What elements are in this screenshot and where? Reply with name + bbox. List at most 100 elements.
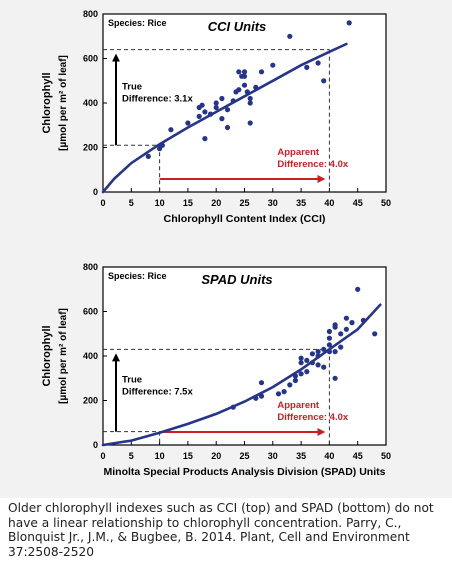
data-point: [275, 391, 282, 397]
data-point: [346, 20, 352, 26]
data-point: [338, 344, 344, 350]
x-tick-label: 30: [268, 198, 278, 208]
data-point: [270, 62, 276, 68]
data-point: [196, 113, 202, 119]
data-point: [304, 369, 310, 375]
data-point: [247, 100, 253, 106]
y-tick-label: 0: [93, 440, 98, 450]
data-point: [159, 142, 165, 148]
data-point: [241, 69, 248, 75]
y-axis-label-line2: [µmol per m² of leaf]: [58, 308, 69, 404]
apparent-difference-label: Apparent: [277, 147, 320, 158]
data-point: [360, 317, 366, 323]
data-point: [202, 109, 208, 115]
data-point: [304, 357, 310, 363]
data-point: [236, 87, 242, 93]
y-tick-label: 600: [83, 54, 98, 64]
data-point: [304, 64, 310, 70]
x-tick-label: 20: [211, 451, 221, 461]
x-tick-label: 50: [381, 198, 391, 208]
y-tick-label: 600: [83, 307, 98, 317]
x-axis-label: Chlorophyll Content Index (CCI): [164, 213, 326, 225]
data-point: [253, 84, 259, 90]
data-point: [315, 349, 321, 355]
data-point: [326, 342, 332, 348]
x-tick-label: 50: [381, 451, 391, 461]
data-point: [213, 104, 219, 111]
apparent-difference-value: Difference: 4.0x: [277, 412, 348, 423]
data-point: [230, 98, 236, 104]
x-tick-label: 30: [268, 451, 278, 461]
apparent-difference-label: Apparent: [277, 400, 320, 411]
data-point: [338, 331, 344, 337]
data-point: [247, 95, 253, 102]
data-point: [241, 73, 248, 79]
apparent-difference-value: Difference: 4.0x: [277, 159, 348, 170]
data-point: [244, 89, 250, 95]
data-point: [343, 315, 349, 321]
chart-cci: 0 5 10 15 20 25 30 35 40 45 50 0 200 400 600 800 Chlorop…: [41, 9, 391, 225]
data-point: [332, 322, 338, 328]
x-tick-label: 10: [155, 451, 165, 461]
data-point: [321, 78, 327, 84]
plot-area: [102, 13, 387, 193]
true-difference-label: True: [122, 81, 142, 92]
x-tick-label: 5: [129, 198, 134, 208]
data-point: [309, 360, 315, 366]
data-point: [355, 286, 361, 292]
x-axis-label: Minolta Special Products Analysis Divisi…: [104, 466, 386, 478]
y-tick-label: 200: [83, 143, 98, 153]
data-point: [349, 320, 355, 326]
data-point: [326, 335, 332, 341]
data-point: [315, 353, 321, 359]
x-tick-label: 15: [183, 198, 193, 208]
data-point: [145, 153, 151, 159]
chart-spad: 0 5 10 15 20 25 30 35 40 45 50 0 200 400 600 800 Minolta…: [41, 262, 391, 478]
data-point: [326, 349, 332, 355]
data-point: [247, 120, 253, 126]
y-tick-label: 800: [83, 262, 98, 272]
data-point: [315, 60, 321, 66]
data-point: [315, 362, 321, 368]
data-point: [326, 328, 332, 335]
data-point: [298, 360, 304, 366]
true-difference-label: True: [122, 374, 142, 385]
figure-caption: Older chlorophyll indexes such as CCI (t…: [8, 501, 434, 559]
data-point: [219, 95, 225, 102]
data-point: [199, 102, 205, 108]
y-tick-label: 400: [83, 351, 98, 361]
x-tick-label: 15: [183, 451, 193, 461]
x-tick-label: 35: [296, 451, 306, 461]
data-point: [321, 364, 327, 370]
y-axis-label-line2: [µmol per m² of leaf]: [58, 55, 69, 151]
data-point: [292, 373, 298, 379]
x-tick-label: 20: [211, 198, 221, 208]
data-point: [241, 82, 248, 88]
data-point: [258, 69, 265, 75]
y-axis-label-line1: Chlorophyll: [41, 325, 53, 386]
data-point: [287, 382, 293, 388]
x-tick-label: 45: [353, 451, 363, 461]
chart-figure: 0 5 10 15 20 25 30 35 40 45 500200400600800Chlorop…: [41, 9, 391, 478]
data-point: [332, 349, 338, 355]
x-tick-label: 5: [129, 451, 134, 461]
data-point: [332, 375, 338, 381]
data-point: [168, 127, 174, 133]
x-tick-label: 0: [100, 198, 105, 208]
fit-curve: [101, 303, 382, 447]
plot-area: [102, 266, 387, 446]
y-tick-label: 200: [83, 396, 98, 406]
true-difference-value: Difference: 3.1x: [122, 93, 193, 104]
data-point: [224, 107, 231, 113]
data-point: [372, 331, 378, 337]
y-tick-label: 0: [93, 187, 98, 197]
data-point: [213, 100, 219, 106]
data-point: [258, 380, 265, 386]
data-point: [207, 111, 214, 117]
species-label: Species: Rice: [108, 18, 167, 28]
data-point: [258, 393, 265, 399]
data-point: [253, 395, 259, 401]
chart-title: SPAD Units: [201, 272, 272, 287]
species-label: Species: Rice: [108, 271, 167, 281]
x-tick-label: 45: [353, 198, 363, 208]
